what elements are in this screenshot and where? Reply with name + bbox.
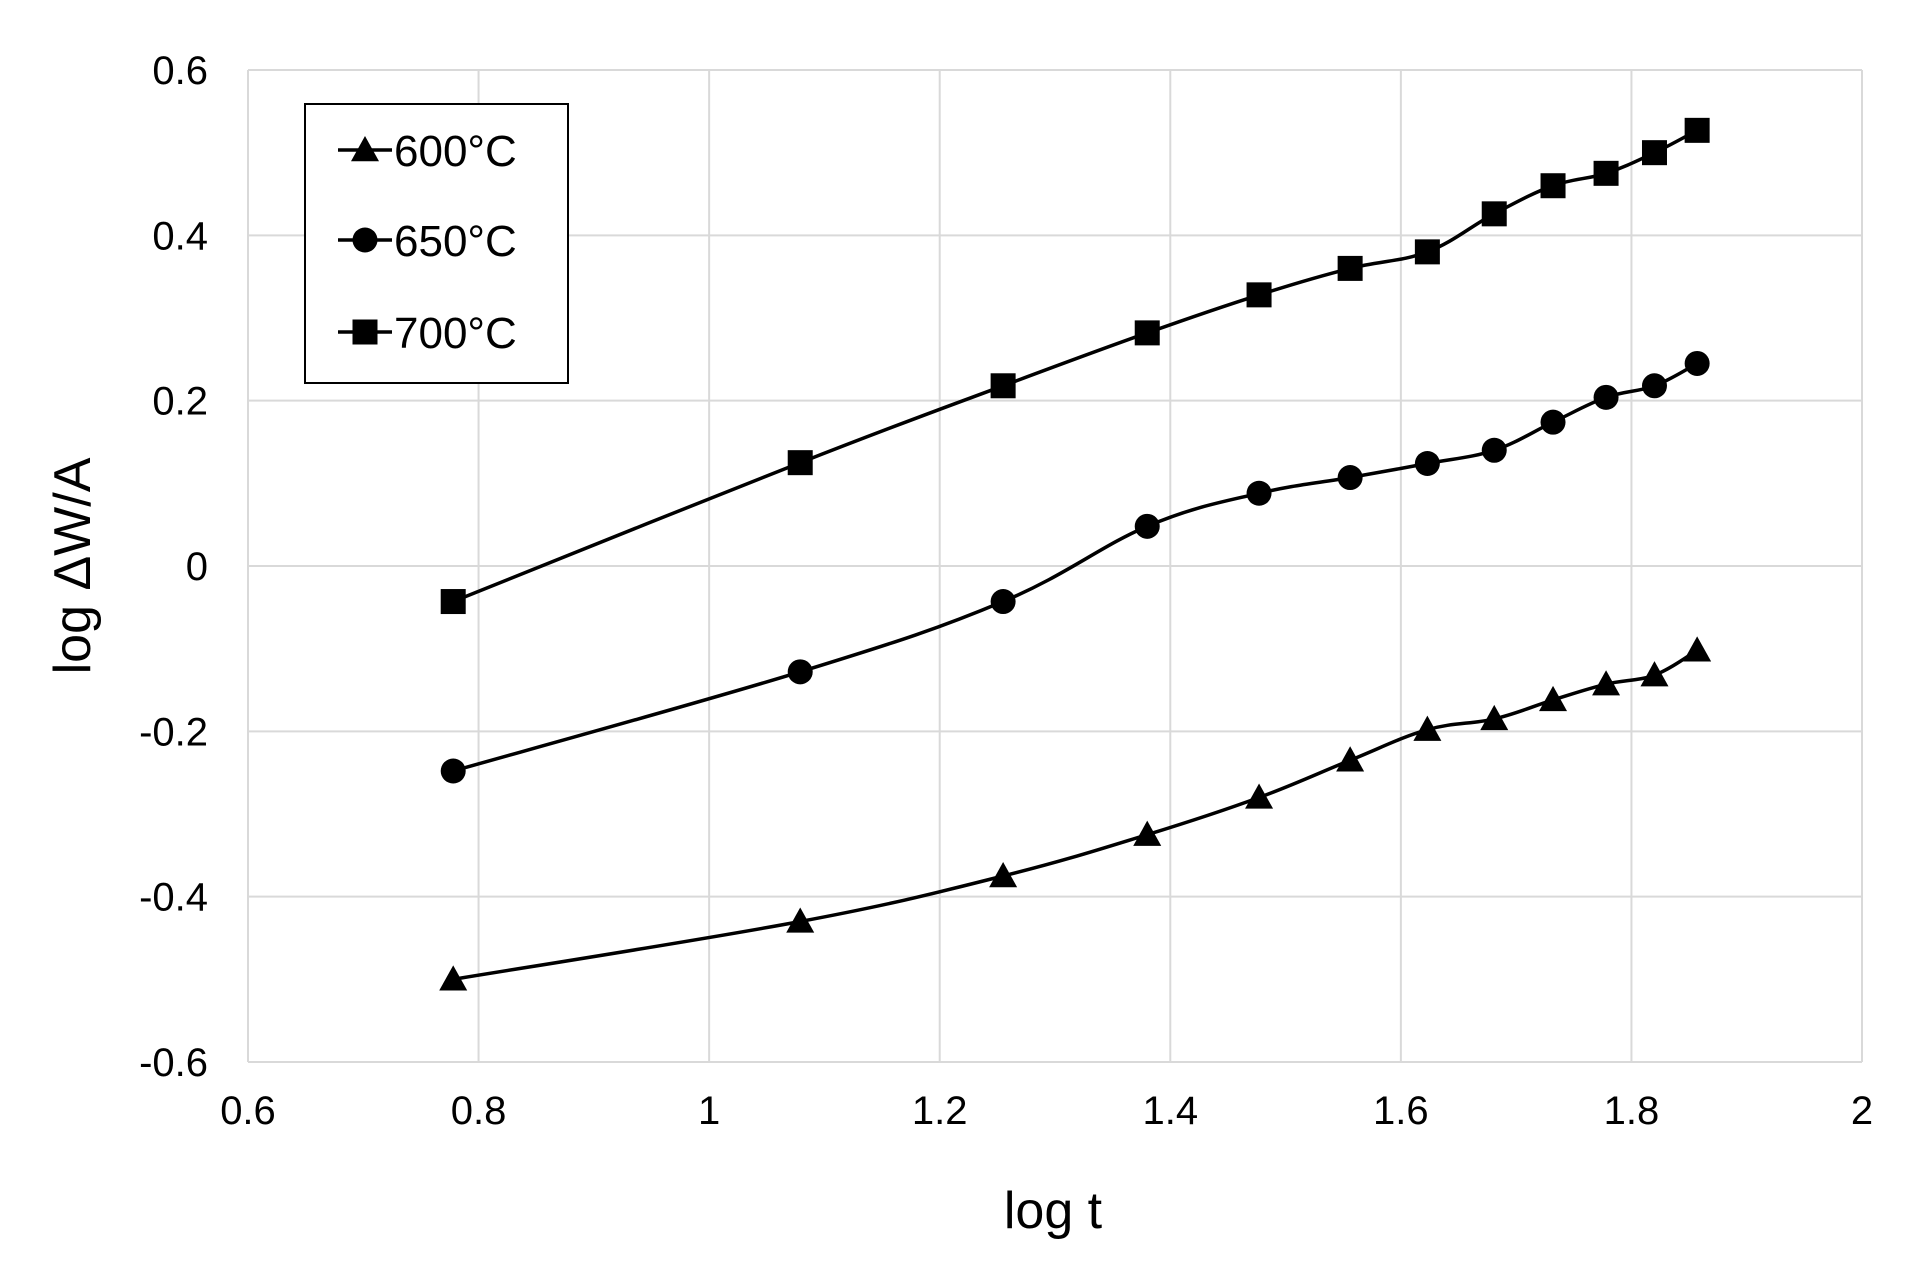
series-line bbox=[452, 648, 1699, 982]
series-line bbox=[452, 361, 1698, 773]
data-point bbox=[1134, 320, 1160, 346]
data-point bbox=[787, 659, 813, 685]
series-line bbox=[452, 128, 1698, 604]
data-point bbox=[440, 589, 466, 615]
legend: 600°C 650°C 700°C bbox=[304, 103, 569, 384]
data-point bbox=[1684, 117, 1710, 143]
data-point bbox=[1245, 783, 1274, 809]
data-point bbox=[1684, 350, 1710, 376]
data-point bbox=[1539, 685, 1568, 712]
data-point bbox=[1133, 820, 1162, 846]
y-tick-label: -0.4 bbox=[139, 876, 208, 920]
data-point bbox=[990, 373, 1016, 399]
x-tick-label: 1.8 bbox=[1604, 1089, 1660, 1133]
grid bbox=[247, 69, 1863, 1063]
data-point bbox=[787, 450, 813, 476]
series-square bbox=[440, 117, 1710, 615]
data-point bbox=[1337, 465, 1363, 491]
legend-item: 700°C bbox=[338, 309, 517, 358]
legend-label: 700°C bbox=[394, 309, 517, 358]
y-tick-label: 0.4 bbox=[152, 214, 208, 258]
data-point bbox=[1246, 282, 1272, 308]
x-tick-label: 0.6 bbox=[220, 1089, 276, 1133]
x-tick-label: 1.2 bbox=[912, 1089, 968, 1133]
data-point bbox=[990, 589, 1016, 615]
data-point bbox=[1640, 661, 1669, 687]
x-tick-label: 1.6 bbox=[1373, 1089, 1429, 1133]
legend-label: 600°C bbox=[394, 127, 517, 176]
data-point bbox=[1593, 384, 1619, 410]
data-point bbox=[1336, 746, 1365, 772]
data-point bbox=[1481, 201, 1507, 227]
series-circle bbox=[440, 350, 1710, 784]
data-point bbox=[440, 758, 466, 784]
axes: 0.6 0.8 1 1.2 1.4 1.6 1.8 2 -0.6 -0.4 -0.2 0 0.2 0.4 0… bbox=[139, 49, 1873, 1133]
y-tick-label: 0 bbox=[186, 545, 208, 589]
data-point bbox=[1337, 255, 1363, 281]
x-axis-title: log t bbox=[1004, 1182, 1103, 1240]
data-point bbox=[1246, 480, 1272, 506]
x-tick-label: 1.4 bbox=[1142, 1089, 1198, 1133]
square-marker-icon bbox=[352, 319, 378, 345]
legend-entries: 600°C 650°C 700°C bbox=[338, 127, 517, 358]
legend-item: 650°C bbox=[338, 217, 517, 266]
x-tick-label: 2 bbox=[1851, 1089, 1873, 1133]
x-tick-label: 1 bbox=[698, 1089, 720, 1133]
legend-label: 650°C bbox=[394, 217, 517, 266]
y-tick-label: -0.2 bbox=[139, 710, 208, 754]
data-point bbox=[1540, 173, 1566, 199]
data-point bbox=[1481, 437, 1507, 463]
data-point bbox=[1413, 715, 1442, 741]
data-point bbox=[1641, 140, 1667, 166]
x-tick-label: 0.8 bbox=[451, 1089, 507, 1133]
plot-area bbox=[439, 117, 1712, 991]
data-point bbox=[1683, 636, 1712, 662]
data-point bbox=[1480, 704, 1509, 731]
data-point bbox=[1593, 160, 1619, 186]
triangle-marker-icon bbox=[351, 136, 379, 162]
data-point bbox=[786, 907, 815, 933]
circle-marker-icon bbox=[352, 227, 378, 253]
series-triangle bbox=[439, 636, 1712, 991]
y-axis-title: log ΔW/A bbox=[44, 457, 102, 674]
y-tick-label: 0.2 bbox=[152, 380, 208, 424]
data-point bbox=[1592, 670, 1621, 696]
data-point bbox=[1540, 409, 1566, 435]
data-point bbox=[1134, 513, 1160, 539]
data-point bbox=[989, 862, 1018, 888]
y-tick-label: -0.6 bbox=[139, 1041, 208, 1085]
data-point bbox=[1414, 239, 1440, 265]
data-point bbox=[439, 965, 468, 991]
legend-item: 600°C bbox=[338, 127, 517, 176]
y-tick-label: 0.6 bbox=[152, 49, 208, 93]
data-point bbox=[1641, 373, 1667, 399]
data-point bbox=[1414, 450, 1440, 476]
